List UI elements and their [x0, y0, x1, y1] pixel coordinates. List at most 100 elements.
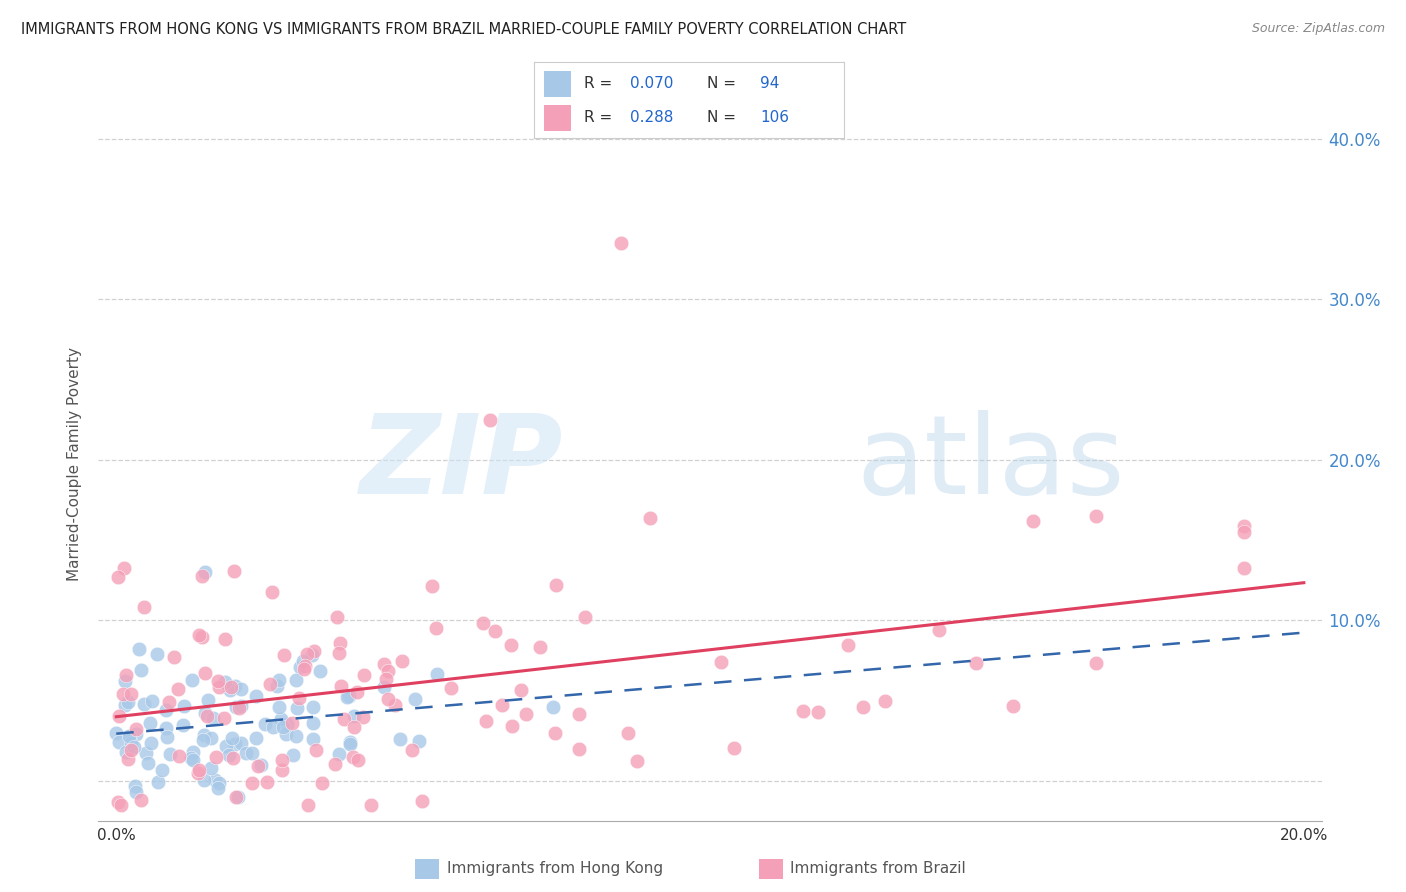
Point: [330, 679, 353, 693]
Point: [568, 742, 591, 756]
Point: [212, 711, 235, 725]
Point: [723, 740, 745, 755]
Text: N =: N =: [707, 76, 737, 91]
Point: [276, 726, 298, 740]
Text: N =: N =: [707, 111, 737, 125]
Point: [271, 720, 294, 734]
Text: 0.070: 0.070: [630, 76, 673, 91]
Point: [242, 776, 264, 790]
Point: [224, 679, 246, 693]
Point: [222, 751, 245, 765]
Point: [190, 569, 212, 583]
Point: [285, 673, 308, 687]
Point: [229, 682, 252, 697]
Point: [347, 753, 370, 767]
Point: [336, 690, 359, 705]
Point: [323, 757, 346, 772]
Point: [201, 711, 224, 725]
Point: [295, 648, 318, 662]
Point: [120, 687, 142, 701]
Point: [105, 725, 128, 739]
Point: [499, 638, 522, 652]
Point: [218, 683, 240, 698]
Point: [638, 511, 661, 525]
Point: [391, 654, 413, 668]
Point: [301, 715, 323, 730]
Point: [132, 599, 155, 614]
Point: [200, 761, 222, 775]
Point: [304, 743, 326, 757]
Point: [114, 698, 136, 713]
Point: [214, 632, 236, 646]
Point: [173, 699, 195, 714]
Point: [270, 764, 292, 778]
Point: [222, 564, 245, 578]
Point: [302, 732, 325, 747]
Point: [807, 705, 830, 719]
FancyBboxPatch shape: [544, 70, 571, 96]
Point: [224, 737, 246, 751]
Point: [132, 697, 155, 711]
Point: [271, 753, 294, 767]
Point: [360, 797, 382, 812]
Point: [352, 710, 374, 724]
Point: [875, 694, 897, 708]
Point: [574, 610, 596, 624]
Point: [221, 731, 243, 746]
Point: [188, 628, 211, 642]
Point: [225, 699, 247, 714]
Point: [304, 644, 326, 658]
Point: [270, 712, 292, 726]
Point: [401, 743, 423, 757]
Text: 0.288: 0.288: [630, 111, 673, 125]
Point: [159, 747, 181, 761]
Point: [339, 735, 361, 749]
Text: 106: 106: [761, 111, 789, 125]
Point: [167, 749, 190, 764]
Point: [141, 693, 163, 707]
Point: [136, 756, 159, 770]
Point: [353, 667, 375, 681]
Point: [193, 728, 215, 742]
Point: [128, 641, 150, 656]
Text: Immigrants from Brazil: Immigrants from Brazil: [790, 862, 966, 876]
Point: [228, 701, 250, 715]
Point: [214, 675, 236, 690]
Point: [389, 732, 412, 747]
Point: [187, 766, 209, 780]
Point: [108, 709, 131, 723]
Point: [425, 621, 447, 635]
Point: [1002, 698, 1025, 713]
Point: [107, 795, 129, 809]
Point: [114, 674, 136, 689]
Point: [152, 763, 174, 777]
Point: [546, 578, 568, 592]
Point: [475, 714, 498, 729]
Point: [928, 623, 950, 637]
Point: [1085, 508, 1108, 523]
Point: [288, 660, 311, 674]
Point: [515, 706, 537, 721]
Point: [194, 666, 217, 681]
Point: [117, 751, 139, 765]
Point: [309, 665, 332, 679]
Point: [125, 727, 148, 741]
Point: [266, 679, 288, 693]
Point: [235, 746, 257, 760]
FancyBboxPatch shape: [544, 105, 571, 130]
Point: [108, 735, 131, 749]
Point: [139, 715, 162, 730]
Point: [373, 657, 395, 672]
Point: [218, 748, 240, 763]
Point: [240, 747, 263, 761]
Text: Source: ZipAtlas.com: Source: ZipAtlas.com: [1251, 22, 1385, 36]
Point: [529, 640, 551, 654]
Point: [285, 729, 308, 743]
Point: [195, 709, 218, 723]
Point: [118, 730, 141, 744]
Point: [114, 745, 136, 759]
Point: [155, 703, 177, 717]
Point: [200, 731, 222, 745]
Point: [337, 690, 360, 704]
Text: ZIP: ZIP: [360, 410, 564, 517]
